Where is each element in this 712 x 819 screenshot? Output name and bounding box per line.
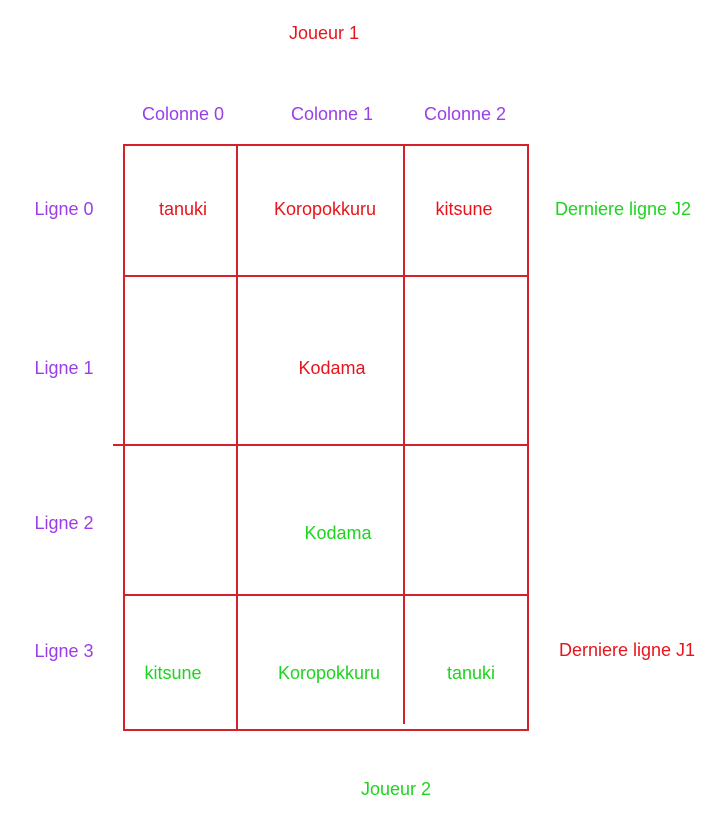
column-label-1: Colonne 1 bbox=[290, 104, 374, 124]
player2-label: Joueur 2 bbox=[360, 779, 432, 799]
piece-r3c0: kitsune bbox=[144, 663, 202, 683]
row-label-2: Ligne 2 bbox=[34, 513, 94, 533]
column-label-2: Colonne 2 bbox=[423, 104, 507, 124]
piece-r0c1: Koropokkuru bbox=[273, 199, 377, 219]
grid-line-col2 bbox=[403, 144, 405, 724]
row-label-0: Ligne 0 bbox=[34, 199, 94, 219]
player1-label: Joueur 1 bbox=[288, 23, 360, 43]
piece-r2c1: Kodama bbox=[304, 523, 372, 543]
piece-r3c2: tanuki bbox=[446, 663, 496, 683]
last-row-j2-label: Derniere ligne J2 bbox=[554, 199, 692, 219]
grid-line-bottom bbox=[123, 729, 529, 731]
grid-line-top bbox=[123, 144, 529, 146]
last-row-j1-label: Derniere ligne J1 bbox=[558, 640, 696, 660]
column-label-0: Colonne 0 bbox=[141, 104, 225, 124]
grid-line-row3 bbox=[123, 594, 529, 596]
grid-line-col1 bbox=[236, 144, 238, 731]
grid-line-left bbox=[123, 144, 125, 731]
grid-line-row1 bbox=[123, 275, 529, 277]
piece-r0c0: tanuki bbox=[158, 199, 208, 219]
grid-line-row2 bbox=[113, 444, 529, 446]
piece-r1c1: Kodama bbox=[298, 358, 366, 378]
row-label-1: Ligne 1 bbox=[34, 358, 94, 378]
piece-r3c1: Koropokkuru bbox=[277, 663, 381, 683]
piece-r0c2: kitsune bbox=[435, 199, 493, 219]
grid-line-right bbox=[527, 144, 529, 731]
row-label-3: Ligne 3 bbox=[34, 641, 94, 661]
